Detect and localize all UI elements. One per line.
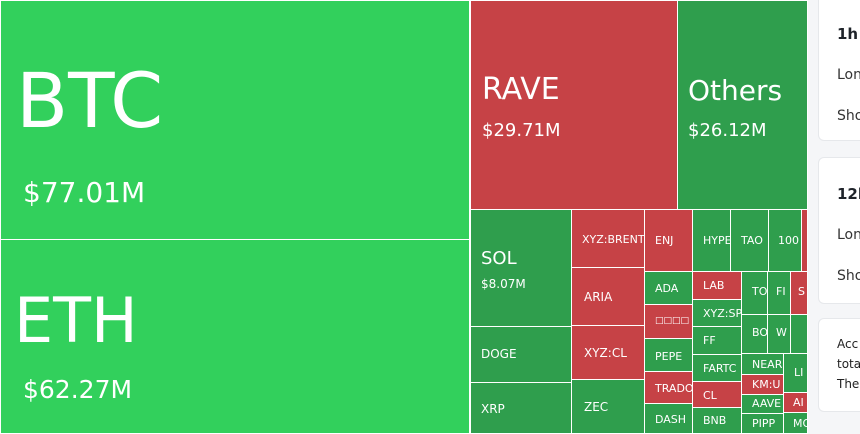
tile-symbol: NEAR <box>752 358 783 371</box>
stats-card-12h: 12h Lon Sho <box>818 157 860 304</box>
tile-s[interactable]: S <box>790 271 808 315</box>
card-long-label: Lon <box>837 67 860 83</box>
tile-symbol: AAVE <box>752 397 782 410</box>
tile-symbol: CL <box>703 389 717 402</box>
tile-near[interactable]: NEAR <box>741 353 784 375</box>
tile-value: $8.07M <box>481 277 526 291</box>
tile-xyz-cl[interactable]: XYZ:CL <box>571 325 645 380</box>
tile-km-u[interactable]: KM:U <box>741 374 784 395</box>
tile-symbol: AI <box>793 396 804 409</box>
tile-mo[interactable]: MO <box>783 412 808 434</box>
tile-others[interactable]: Others $26.12M <box>677 0 808 210</box>
note-line: tota <box>837 357 860 371</box>
tile-symbol: PEPE <box>655 350 683 363</box>
tile-aave[interactable]: AAVE <box>741 394 784 414</box>
tile-w[interactable]: W <box>767 314 791 354</box>
card-period-title: 1h <box>837 25 859 43</box>
tile-symbol: □□□□ <box>655 316 690 326</box>
tile-xyz-brent[interactable]: XYZ:BRENT <box>571 209 645 268</box>
tile-symbol: TO <box>752 285 768 298</box>
tile-ff[interactable]: FF <box>692 326 742 355</box>
tile-symbol: MO <box>793 417 807 430</box>
tile-symbol: TAO <box>741 234 763 247</box>
card-short-label: Sho <box>837 268 860 284</box>
tile-unlabeled[interactable] <box>801 209 808 272</box>
tile-symbol: XYZ:BRENT <box>582 233 645 246</box>
tile-symbol: HYPE <box>703 234 731 247</box>
tile-dash[interactable]: DASH <box>644 403 693 434</box>
tile-bo[interactable]: BO <box>741 314 768 354</box>
tile-100[interactable]: 100 <box>768 209 802 272</box>
tile-symbol: ENJ <box>655 234 674 247</box>
tile-fartc[interactable]: FARTC <box>692 354 742 382</box>
tile-value: $62.27M <box>23 375 133 404</box>
tile-symbol: RAVE <box>482 72 560 107</box>
card-short-label: Sho <box>837 108 860 124</box>
tile-doge[interactable]: DOGE <box>470 326 572 383</box>
tile-fi[interactable]: FI <box>767 271 791 315</box>
tile-li[interactable]: LI <box>783 353 808 393</box>
tile-bnb[interactable]: BNB <box>692 407 742 434</box>
tile-pipp[interactable]: PIPP <box>741 413 784 434</box>
tile-symbol: TRADO <box>655 382 693 395</box>
tile-unlabeled[interactable] <box>790 314 808 354</box>
tile-ai[interactable]: AI <box>783 392 808 413</box>
tile-rave[interactable]: RAVE $29.71M <box>470 0 678 210</box>
tile-symbol: XRP <box>481 402 505 416</box>
tile-symbol: DASH <box>655 413 687 426</box>
tile-symbol: FI <box>776 285 786 298</box>
tile-symbol: DOGE <box>481 347 517 361</box>
liquidation-stats-panel: 1h Lon Sho 12h Lon Sho Acc tota The <box>818 0 860 434</box>
tile-symbol: FARTC <box>703 362 737 375</box>
card-period-title: 12h <box>837 185 860 203</box>
tile-hype[interactable]: HYPE <box>692 209 731 272</box>
tile-symbol: S <box>798 285 805 298</box>
tile-symbol: ADA <box>655 282 679 295</box>
tile-eth[interactable]: ETH $62.27M <box>0 239 470 434</box>
tile-lab[interactable]: LAB <box>692 271 742 300</box>
tile-symbol: ETH <box>14 284 138 357</box>
tile-symbol: LAB <box>703 279 725 292</box>
tile-symbol: XYZ:SP <box>703 307 742 320</box>
tile-symbol: W <box>776 326 787 339</box>
stats-card-note: Acc tota The <box>818 318 860 412</box>
tile-symbol: BNB <box>703 414 727 427</box>
tile-cjk-token[interactable]: □□□□ <box>644 304 693 339</box>
tile-value: $29.71M <box>482 120 561 141</box>
tile-symbol: SOL <box>481 248 517 269</box>
liquidation-heatmap: BTC $77.01M ETH $62.27M RAVE $29.71M Oth… <box>0 0 808 434</box>
tile-value: $77.01M <box>23 176 146 209</box>
tile-btc[interactable]: BTC $77.01M <box>0 0 470 240</box>
note-line: Acc <box>837 337 859 351</box>
tile-symbol: 100 <box>778 234 799 247</box>
stats-card-1h: 1h Lon Sho <box>818 0 860 141</box>
tile-symbol: ZEC <box>584 400 609 414</box>
tile-symbol: BTC <box>16 56 164 145</box>
note-line: The <box>837 377 860 391</box>
tile-xrp[interactable]: XRP <box>470 382 572 434</box>
tile-enj[interactable]: ENJ <box>644 209 693 272</box>
tile-tao[interactable]: TAO <box>730 209 769 272</box>
tile-sol[interactable]: SOL $8.07M <box>470 209 572 327</box>
tile-ada[interactable]: ADA <box>644 271 693 305</box>
tile-symbol: BO <box>752 326 768 339</box>
tile-symbol: LI <box>794 366 804 379</box>
tile-symbol: FF <box>703 334 716 347</box>
tile-xyz-sp[interactable]: XYZ:SP <box>692 299 742 327</box>
tile-trado[interactable]: TRADO <box>644 371 693 404</box>
tile-symbol: PIPP <box>752 417 776 430</box>
tile-symbol: Others <box>688 74 783 107</box>
tile-value: $26.12M <box>688 120 767 141</box>
tile-aria[interactable]: ARIA <box>571 267 645 326</box>
tile-symbol: XYZ:CL <box>584 346 627 360</box>
card-long-label: Lon <box>837 227 860 243</box>
tile-symbol: KM:U <box>752 378 781 391</box>
tile-symbol: ARIA <box>584 290 613 304</box>
tile-pepe[interactable]: PEPE <box>644 338 693 372</box>
tile-zec[interactable]: ZEC <box>571 379 645 434</box>
tile-cl[interactable]: CL <box>692 381 742 408</box>
tile-to[interactable]: TO <box>741 271 768 315</box>
